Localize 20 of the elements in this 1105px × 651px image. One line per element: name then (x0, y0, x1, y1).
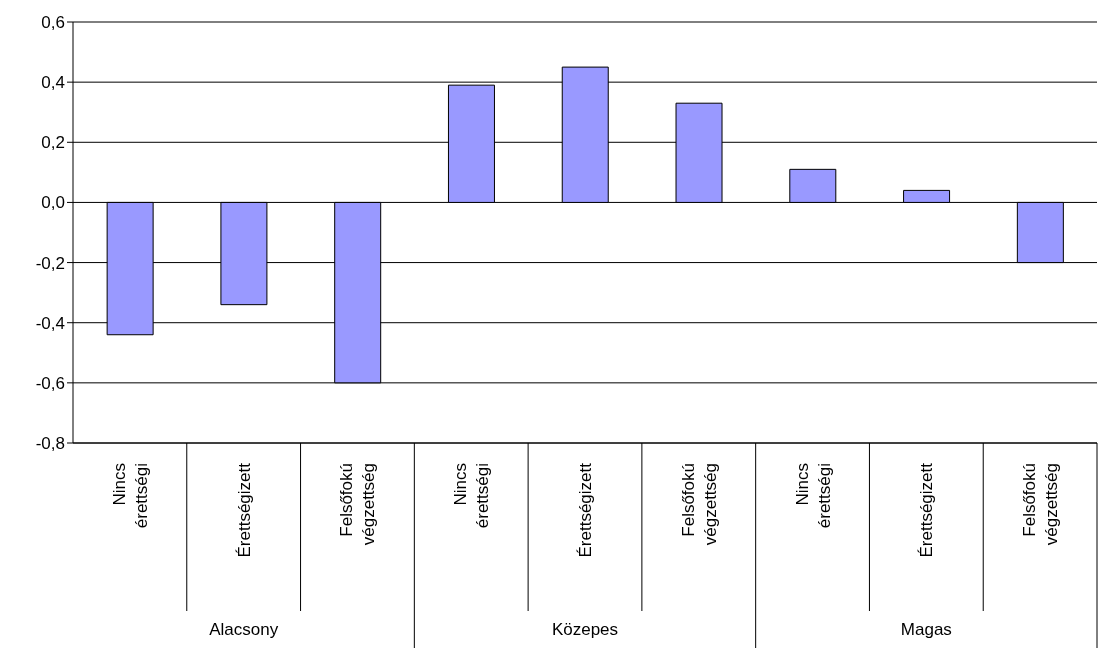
x-tick-label: Nincs érettségi (792, 463, 834, 529)
y-tick-label: -0,6 (35, 373, 65, 393)
x-tick-label: Felsőfokú végzettség (337, 463, 379, 546)
x-tick-label: Érettségizett (234, 462, 254, 558)
y-tick-label: -0,8 (35, 434, 65, 454)
x-tick-label: Érettségizett (576, 462, 595, 558)
y-tick-label: 0,2 (41, 133, 65, 153)
text: Magas (900, 620, 952, 639)
y-tick-label: 0,4 (41, 73, 65, 93)
y-tick-label: 0,0 (41, 193, 65, 213)
y-tick-label: 0,6 (41, 13, 65, 33)
y-tick-label: -0,2 (35, 253, 65, 273)
text: Közepes (551, 620, 619, 639)
x-tick-label: Felsőfokú végzettség (678, 463, 720, 546)
text: Alacsony (209, 620, 279, 639)
y-tick-label: -0,4 (35, 313, 65, 333)
x-tick-label: Nincs érettségi (109, 463, 151, 529)
x-tick-label: Nincs érettségi (451, 463, 493, 529)
x-tick-label: Felsőfokú végzettség (1020, 463, 1062, 546)
x-tick-label: Érettségizett (917, 462, 937, 558)
